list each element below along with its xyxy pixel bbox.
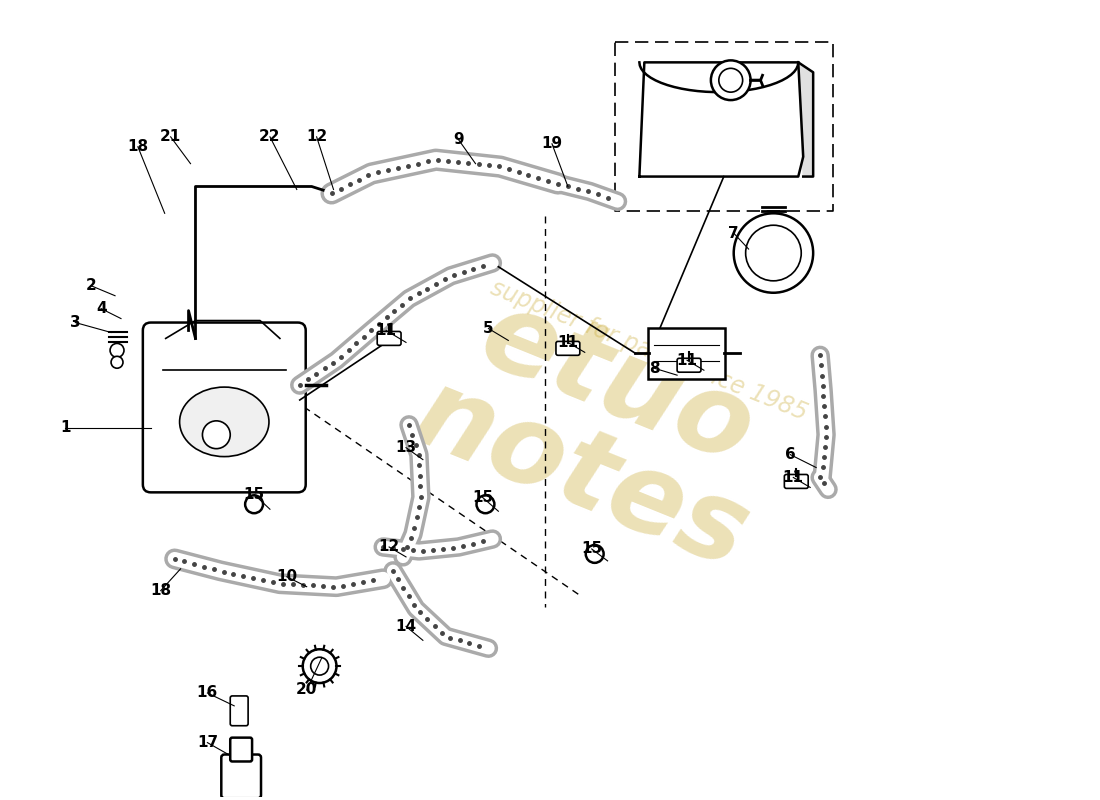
Circle shape bbox=[310, 658, 329, 675]
FancyBboxPatch shape bbox=[230, 696, 249, 726]
FancyBboxPatch shape bbox=[143, 322, 306, 492]
Text: 12: 12 bbox=[306, 130, 328, 144]
Text: supplier for parts since 1985: supplier for parts since 1985 bbox=[487, 276, 811, 425]
FancyBboxPatch shape bbox=[221, 754, 261, 798]
Ellipse shape bbox=[179, 387, 270, 457]
Text: 18: 18 bbox=[151, 583, 172, 598]
Text: 11: 11 bbox=[558, 335, 579, 350]
Text: 3: 3 bbox=[70, 315, 80, 330]
Text: 14: 14 bbox=[395, 619, 417, 634]
Text: 16: 16 bbox=[197, 686, 218, 701]
Circle shape bbox=[111, 356, 123, 368]
Text: 1: 1 bbox=[60, 420, 70, 435]
Text: 8: 8 bbox=[649, 361, 660, 376]
FancyBboxPatch shape bbox=[377, 331, 402, 346]
Circle shape bbox=[711, 60, 750, 100]
FancyBboxPatch shape bbox=[230, 738, 252, 762]
Circle shape bbox=[110, 343, 124, 358]
Circle shape bbox=[202, 421, 230, 449]
Text: 11: 11 bbox=[375, 323, 397, 338]
FancyBboxPatch shape bbox=[648, 327, 725, 379]
Text: 17: 17 bbox=[197, 735, 218, 750]
Circle shape bbox=[746, 226, 801, 281]
FancyBboxPatch shape bbox=[678, 358, 701, 372]
Circle shape bbox=[585, 545, 604, 563]
Text: 12: 12 bbox=[378, 539, 399, 554]
Text: 9: 9 bbox=[453, 132, 464, 147]
Text: 18: 18 bbox=[128, 139, 148, 154]
Circle shape bbox=[476, 495, 494, 514]
Text: 15: 15 bbox=[581, 542, 603, 557]
Circle shape bbox=[734, 214, 813, 293]
Text: 15: 15 bbox=[472, 490, 493, 505]
Polygon shape bbox=[639, 62, 803, 177]
Circle shape bbox=[718, 68, 743, 92]
FancyBboxPatch shape bbox=[784, 474, 808, 488]
Text: 11: 11 bbox=[676, 353, 697, 368]
Text: 22: 22 bbox=[260, 130, 280, 144]
Text: 19: 19 bbox=[541, 136, 562, 151]
Text: 21: 21 bbox=[160, 130, 182, 144]
Text: 15: 15 bbox=[243, 487, 265, 502]
Text: 5: 5 bbox=[483, 321, 494, 336]
Circle shape bbox=[245, 495, 263, 514]
FancyBboxPatch shape bbox=[556, 342, 580, 355]
Text: 4: 4 bbox=[96, 301, 107, 316]
Text: 11: 11 bbox=[783, 470, 804, 485]
Text: etuo
notes: etuo notes bbox=[399, 269, 801, 590]
Text: 10: 10 bbox=[276, 570, 297, 584]
Text: 6: 6 bbox=[785, 447, 795, 462]
Text: 7: 7 bbox=[728, 226, 739, 241]
Polygon shape bbox=[799, 62, 813, 177]
Circle shape bbox=[302, 650, 337, 683]
Text: 20: 20 bbox=[296, 682, 318, 698]
Text: 13: 13 bbox=[395, 440, 417, 455]
Text: 2: 2 bbox=[86, 278, 97, 294]
